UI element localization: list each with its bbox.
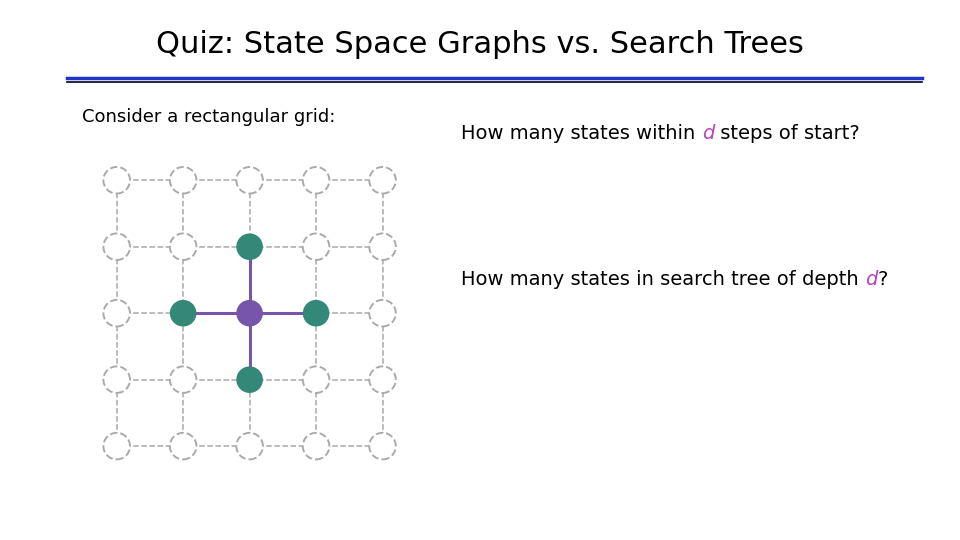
Circle shape	[236, 167, 263, 193]
Text: Consider a rectangular grid:: Consider a rectangular grid:	[82, 108, 335, 126]
Circle shape	[370, 233, 396, 260]
Circle shape	[302, 300, 329, 327]
Text: steps of start?: steps of start?	[714, 124, 860, 143]
Circle shape	[236, 300, 263, 327]
Circle shape	[370, 167, 396, 193]
Circle shape	[104, 433, 130, 460]
Circle shape	[104, 300, 130, 327]
Circle shape	[170, 366, 197, 393]
Circle shape	[370, 300, 396, 327]
Circle shape	[104, 167, 130, 193]
Circle shape	[104, 233, 130, 260]
Text: ?: ?	[877, 270, 888, 289]
Circle shape	[302, 167, 329, 193]
Circle shape	[236, 366, 263, 393]
Circle shape	[370, 433, 396, 460]
Circle shape	[170, 233, 197, 260]
Text: How many states in search tree of depth: How many states in search tree of depth	[462, 270, 865, 289]
Circle shape	[302, 366, 329, 393]
Circle shape	[370, 366, 396, 393]
Text: How many states within: How many states within	[462, 124, 702, 143]
Circle shape	[236, 233, 263, 260]
Circle shape	[170, 167, 197, 193]
Circle shape	[104, 366, 130, 393]
Circle shape	[236, 433, 263, 460]
Text: d: d	[702, 124, 714, 143]
Text: Quiz: State Space Graphs vs. Search Trees: Quiz: State Space Graphs vs. Search Tree…	[156, 30, 804, 59]
Circle shape	[170, 433, 197, 460]
Circle shape	[170, 300, 197, 327]
Text: d: d	[865, 270, 877, 289]
Circle shape	[302, 433, 329, 460]
Circle shape	[302, 233, 329, 260]
